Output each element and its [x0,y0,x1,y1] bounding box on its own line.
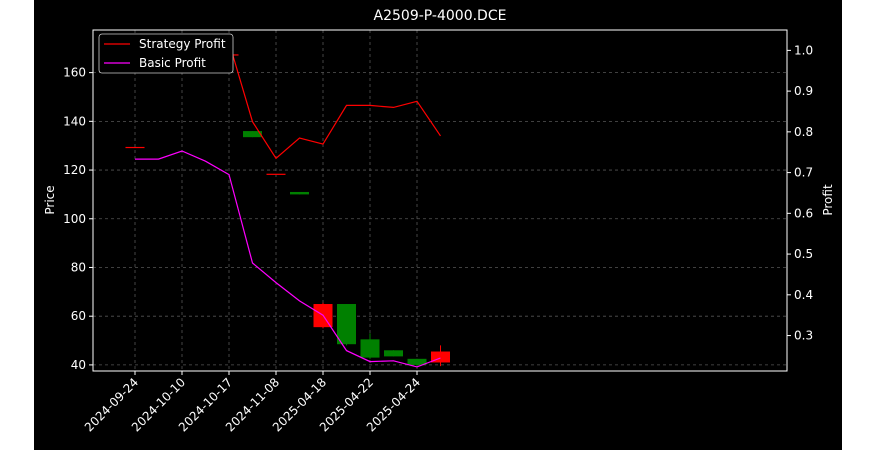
candle-body [431,351,450,363]
legend-label: Strategy Profit [139,37,226,51]
left-y-tick-label: 40 [71,358,86,372]
left-y-tick-label: 80 [71,260,86,274]
right-y-tick-label: 0.6 [794,206,813,220]
plot-frame [92,29,788,372]
right-y-tick-label: 0.7 [794,166,813,180]
right-y-axis-label: Profit [821,184,835,216]
candle-body [290,191,309,195]
candle-body [243,131,262,138]
candle-body [125,146,145,149]
left-y-tick-label: 100 [63,212,86,226]
left-y-tick-label: 60 [71,309,86,323]
candle-body [360,339,380,358]
legend-box [98,33,234,74]
basic-profit-line [135,150,441,368]
left-y-tick-label: 160 [63,66,86,80]
right-y-axis: 0.3 0.4 0.5 0.6 0.7 0.8 0.9 1.0 [787,43,813,343]
right-y-tick-label: 0.5 [794,247,813,261]
right-y-tick-label: 0.8 [794,125,813,139]
left-y-axis: 40 60 80 100 120 140 160 [63,66,93,372]
legend-label: Basic Profit [139,56,206,70]
candle-body [337,304,356,345]
right-y-tick-label: 0.9 [794,84,813,98]
candle-body [266,173,286,175]
legend: Strategy Profit Basic Profit [98,33,234,74]
right-y-tick-label: 0.4 [794,288,813,302]
figure-background [34,0,842,450]
right-y-tick-label: 1.0 [794,43,813,57]
left-y-tick-label: 120 [63,163,86,177]
candle-body [384,350,403,357]
candle-body [407,358,427,365]
right-y-tick-label: 0.3 [794,329,813,343]
left-y-axis-label: Price [43,185,57,214]
chart-title: A2509-P-4000.DCE [374,8,507,24]
left-y-tick-label: 140 [63,114,86,128]
